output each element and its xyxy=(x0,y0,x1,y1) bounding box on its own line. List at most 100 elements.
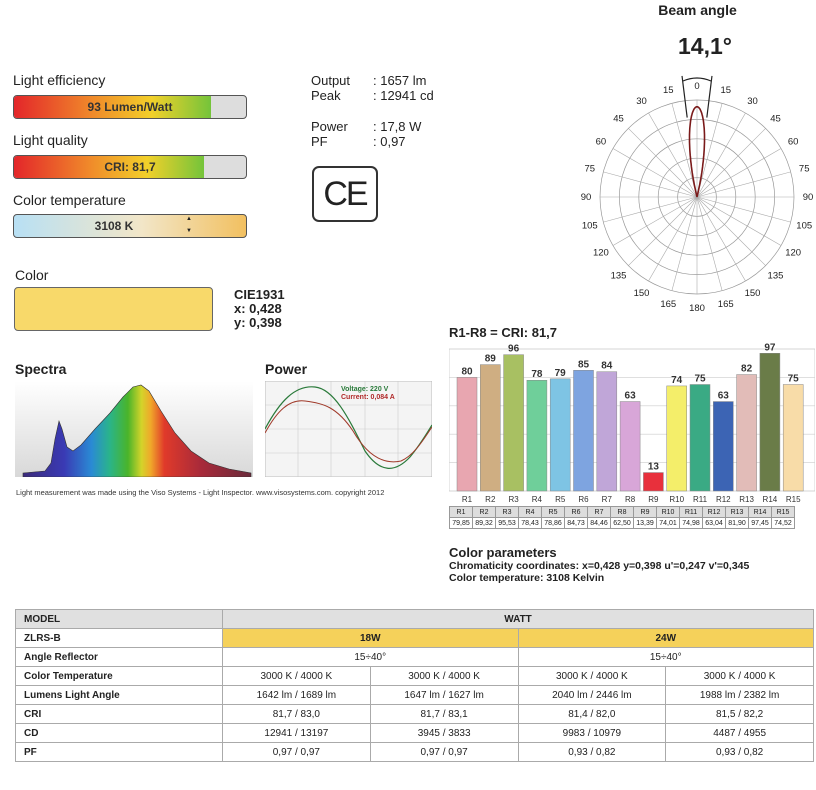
beam-angle-marker xyxy=(681,75,688,118)
polar-label: 75 xyxy=(584,163,595,174)
current-text: Current: 0,084 A xyxy=(341,394,395,401)
spec-row: CD 12941 / 13197 3945 / 3833 9983 / 10979 44… xyxy=(15,723,814,743)
polar-spoke xyxy=(628,128,698,198)
polar-spoke xyxy=(612,196,698,246)
power-label: Power xyxy=(265,361,308,377)
pf-value: : 0,97 xyxy=(373,134,406,149)
arrow-up-icon: ▲ xyxy=(186,216,192,222)
cri-table-value: 78,43 xyxy=(518,517,542,529)
polar-label: 90 xyxy=(581,192,592,203)
polar-label: 15 xyxy=(720,85,731,96)
cri-table-value: 84,46 xyxy=(587,517,611,529)
cri-table-value: 97,45 xyxy=(748,517,772,529)
polar-spoke xyxy=(603,196,698,223)
spec-cell: 0,97 / 0,97 xyxy=(222,742,371,762)
colortemp-meter: 3108 K ▲ ▼ xyxy=(13,214,247,238)
power-stats: Power: 17,8 W PF: 0,97 xyxy=(311,119,461,149)
polar-label: 120 xyxy=(785,248,801,259)
spec-cell: 9983 / 10979 xyxy=(517,723,667,743)
polar-spoke xyxy=(603,171,698,198)
spec-row: Lumens Light Angle 1642 lm / 1689 lm 1647 … xyxy=(15,685,814,705)
cri-values-table: R1 R2 R3 R4 R5 R6 R7 R8 R9 R10 R11 R12 R13 R14 R15 79,… xyxy=(449,506,795,529)
colortemp-label: Color temperature xyxy=(13,192,126,208)
polar-label: 60 xyxy=(788,137,799,148)
color-swatch xyxy=(14,287,213,331)
model-header: MODEL xyxy=(15,609,223,629)
polar-label: 15 xyxy=(663,85,674,96)
cri-bar xyxy=(456,377,478,492)
footnote: Light measurement was made using the Vis… xyxy=(16,488,385,497)
polar-spoke xyxy=(696,196,791,223)
peak-value: : 12941 cd xyxy=(373,88,434,103)
cri-bar xyxy=(480,364,501,492)
polar-spoke xyxy=(696,128,766,198)
cri-title: R1-R8 = CRI: 81,7 xyxy=(449,325,558,340)
spectra-curve xyxy=(22,384,252,477)
polar-label: 150 xyxy=(634,288,650,299)
quality-meter: CRI: 81,7 xyxy=(13,155,247,179)
efficiency-label: Light efficiency xyxy=(13,72,106,88)
cri-bar-label: 84 xyxy=(601,361,613,372)
cri-bar-label: 85 xyxy=(578,359,590,370)
cri-category-label: R1 xyxy=(462,495,473,504)
cri-bar xyxy=(666,385,687,492)
beam-lobe xyxy=(688,105,706,198)
polar-spoke xyxy=(648,112,698,198)
cri-category-label: R5 xyxy=(555,495,566,504)
beam-angle-value: 14,1° xyxy=(678,33,732,59)
polar-label: 90 xyxy=(803,192,814,203)
polar-spoke xyxy=(696,196,766,266)
cri-table-header: R4 xyxy=(518,506,542,518)
spec-cell: 3945 / 3833 xyxy=(369,723,519,743)
cri-bar-label: 89 xyxy=(485,354,497,365)
color-params-title: Color parameters xyxy=(449,545,557,560)
spec-table: MODEL WATT ZLRS-B 18W 24W Angle Reflecto… xyxy=(15,609,814,762)
spec-cell: 3000 K / 4000 K xyxy=(222,666,371,686)
color-label: Color xyxy=(15,267,49,283)
cri-table-header: R6 xyxy=(564,506,588,518)
spec-cell: 1988 lm / 2382 lm xyxy=(665,685,814,705)
polar-spoke xyxy=(696,196,723,291)
spec-cell: 81,5 / 82,2 xyxy=(665,704,814,724)
cri-bar-label: 79 xyxy=(555,368,567,379)
spec-cell: 3000 K / 4000 K xyxy=(517,666,667,686)
polar-spoke xyxy=(696,171,791,198)
cri-bar xyxy=(713,401,734,492)
cri-table-value: 79,85 xyxy=(449,517,473,529)
spec-row: CRI 81,7 / 83,0 81,7 / 83,1 81,4 / 82,0 81,5… xyxy=(15,704,814,724)
arrow-down-icon: ▼ xyxy=(186,228,192,234)
cri-category-label: R8 xyxy=(625,495,636,504)
quality-label: Light quality xyxy=(13,132,88,148)
spec-row-name: CD xyxy=(15,723,223,743)
beam-angle-arc xyxy=(682,77,712,82)
spec-cell: 3000 K / 4000 K xyxy=(369,666,519,686)
power-key: Power xyxy=(311,119,348,134)
cri-table-value: 95,53 xyxy=(495,517,519,529)
spec-cell: 81,7 / 83,1 xyxy=(369,704,519,724)
cri-table-value: 74,98 xyxy=(679,517,703,529)
efficiency-meter: 93 Lumen/Watt xyxy=(13,95,247,119)
cri-table-header: R7 xyxy=(587,506,611,518)
polar-label: 30 xyxy=(747,96,758,107)
spec-cell: 15÷40° xyxy=(222,647,519,667)
cri-bar xyxy=(759,353,781,492)
quality-value: CRI: 81,7 xyxy=(104,160,156,174)
cri-table-header: R11 xyxy=(679,506,703,518)
spec-cell: 3000 K / 4000 K xyxy=(665,666,814,686)
spec-cell: 15÷40° xyxy=(517,647,814,667)
spec-row: Angle Reflector 15÷40° 15÷40° xyxy=(15,647,814,667)
polar-label: 105 xyxy=(582,221,598,232)
polar-label: 180 xyxy=(689,303,705,314)
cri-bar-label: 78 xyxy=(531,369,543,380)
colortemp-value: 3108 K xyxy=(94,219,134,233)
spec-cell: 2040 lm / 2446 lm xyxy=(517,685,667,705)
cri-bar xyxy=(573,370,594,492)
cri-bar xyxy=(689,384,711,492)
cri-table-header: R8 xyxy=(610,506,634,518)
cri-category-label: R13 xyxy=(739,495,754,504)
cri-table-header: R5 xyxy=(541,506,565,518)
cri-table-header: R12 xyxy=(702,506,726,518)
cri-bar-chart: 80 R1 89 R2 96 R3 78 R4 79 R5 85 R6 84 R7 63 R8 13 R9 74 R1… xyxy=(449,342,815,504)
cri-bar xyxy=(596,371,618,492)
polar-spoke xyxy=(696,196,782,246)
